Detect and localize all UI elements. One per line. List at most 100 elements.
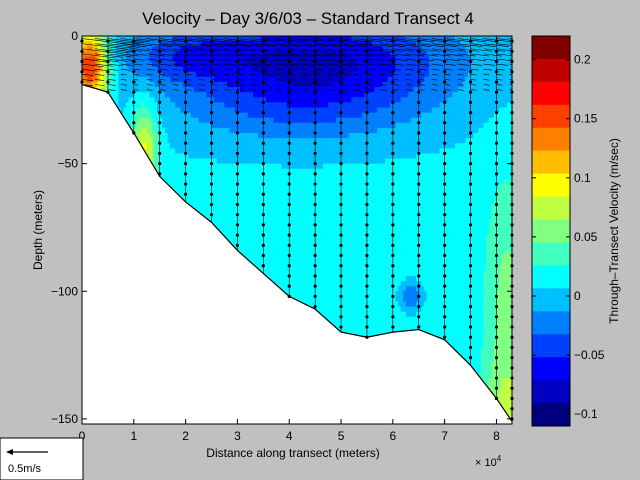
velocity-cell	[273, 219, 277, 226]
velocity-cell	[366, 255, 371, 262]
velocity-cell	[131, 66, 135, 73]
velocity-cell	[245, 46, 249, 52]
velocity-cell	[219, 209, 223, 216]
velocity-cell	[377, 102, 381, 109]
velocity-cell	[100, 76, 104, 83]
velocity-cell	[382, 189, 386, 195]
velocity-cell	[188, 194, 192, 200]
velocity-cell	[328, 265, 332, 272]
velocity-cell	[294, 270, 298, 277]
velocity-cell	[136, 127, 140, 134]
velocity-cell	[312, 87, 316, 93]
velocity-cell	[113, 87, 117, 93]
velocity-cell	[299, 168, 303, 175]
velocity-cell	[203, 97, 207, 103]
velocity-cell	[317, 127, 321, 134]
velocity-cell	[385, 107, 389, 114]
velocity-cell	[151, 97, 156, 103]
velocity-cell	[265, 265, 270, 272]
velocity-cell	[141, 61, 145, 68]
velocity-cell	[328, 250, 332, 257]
velocity-cell	[325, 224, 329, 231]
velocity-cell	[265, 235, 270, 241]
velocity-cell	[353, 306, 358, 313]
velocity-cell	[315, 153, 319, 160]
velocity-cell	[284, 51, 288, 58]
velocity-cell	[289, 250, 293, 257]
velocity-cell	[175, 178, 179, 185]
velocity-cell	[208, 189, 213, 195]
velocity-cell	[385, 291, 389, 297]
velocity-cell	[346, 61, 350, 68]
velocity-cell	[260, 260, 264, 267]
velocity-cell	[162, 138, 166, 144]
velocity-cell	[385, 199, 389, 206]
velocity-cell	[338, 184, 342, 190]
velocity-cell	[377, 245, 381, 252]
velocity-cell	[297, 56, 301, 63]
velocity-cell	[255, 260, 259, 267]
velocity-cell	[392, 286, 397, 292]
velocity-cell	[361, 189, 365, 195]
velocity-cell	[374, 265, 378, 272]
velocity-cell	[289, 143, 293, 149]
velocity-cell	[115, 81, 119, 88]
velocity-cell	[113, 76, 117, 83]
velocity-cell	[141, 41, 145, 47]
velocity-cell	[281, 275, 285, 282]
velocity-cell	[271, 245, 275, 252]
velocity-cell	[219, 199, 223, 206]
velocity-cell	[268, 255, 272, 262]
velocity-cell	[229, 36, 233, 42]
velocity-cell	[369, 306, 373, 313]
velocity-cell	[387, 194, 391, 200]
velocity-cell	[219, 81, 223, 88]
velocity-cell	[322, 265, 327, 272]
velocity-cell	[170, 133, 174, 139]
velocity-cell	[206, 168, 210, 175]
velocity-cell	[232, 138, 236, 144]
velocity-cell	[229, 66, 233, 73]
velocity-cell	[203, 51, 207, 58]
velocity-cell	[229, 127, 233, 134]
velocity-cell	[353, 275, 358, 282]
velocity-cell	[390, 92, 394, 98]
velocity-cell	[208, 76, 213, 83]
velocity-cell	[278, 245, 283, 252]
velocity-cell	[364, 178, 368, 185]
velocity-cell	[353, 281, 358, 287]
velocity-cell	[294, 133, 298, 139]
velocity-cell	[289, 224, 293, 231]
velocity-cell	[343, 214, 347, 221]
velocity-cell	[133, 97, 137, 103]
velocity-cell	[203, 133, 207, 139]
velocity-cell	[252, 143, 257, 149]
velocity-cell	[268, 51, 272, 58]
velocity-cell	[338, 178, 342, 185]
velocity-cell	[299, 133, 303, 139]
velocity-cell	[180, 107, 184, 114]
velocity-cell	[353, 97, 358, 103]
velocity-cell	[281, 199, 285, 206]
velocity-cell	[162, 117, 166, 124]
velocity-cell	[291, 178, 296, 185]
velocity-cell	[268, 230, 272, 236]
velocity-cell	[379, 281, 384, 287]
velocity-cell	[281, 240, 285, 246]
velocity-cell	[203, 56, 207, 63]
velocity-cell	[227, 153, 231, 160]
velocity-cell	[312, 61, 316, 68]
velocity-cell	[325, 306, 329, 313]
velocity-cell	[387, 163, 391, 170]
velocity-cell	[356, 189, 360, 195]
velocity-cell	[302, 194, 306, 200]
velocity-cell	[297, 112, 301, 119]
velocity-cell	[260, 194, 264, 200]
velocity-cell	[297, 270, 301, 277]
velocity-cell	[299, 240, 303, 246]
velocity-cell	[291, 133, 296, 139]
velocity-cell	[387, 240, 391, 246]
velocity-cell	[333, 173, 337, 180]
velocity-cell	[265, 219, 270, 226]
velocity-cell	[154, 66, 158, 73]
